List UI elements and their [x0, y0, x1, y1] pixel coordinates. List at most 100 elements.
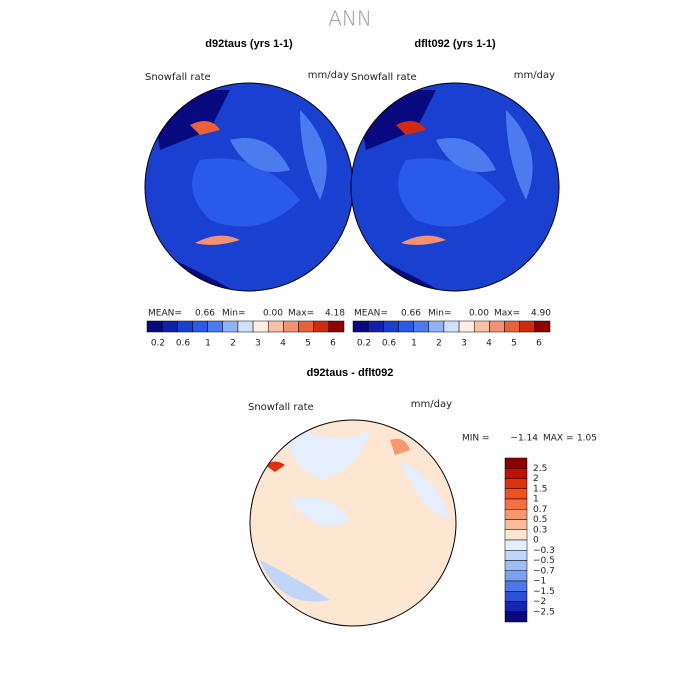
colorbar-box	[504, 488, 528, 500]
stat: 4.90	[531, 309, 551, 319]
colorbar-label: 2	[230, 339, 236, 349]
colorbar-box	[504, 320, 520, 333]
panel-header: d92taus (yrs 1-1)	[205, 38, 293, 50]
units-label: mm/day	[411, 399, 452, 410]
colorbar-box	[504, 539, 528, 551]
colorbar-box	[504, 498, 528, 510]
colorbar-box	[428, 320, 445, 333]
colorbar-label: 0.6	[382, 339, 397, 349]
colorbar-label: 6	[330, 339, 336, 349]
colorbar-label: −1	[533, 577, 546, 587]
colorbar-label: 1	[205, 339, 211, 349]
colorbar-label: 4	[280, 339, 286, 349]
stat: 0.00	[469, 309, 489, 319]
stat: 0.00	[263, 309, 283, 319]
colorbar-box	[161, 320, 178, 333]
stat: 1.05	[577, 434, 597, 444]
colorbar-label: −0.5	[533, 556, 555, 566]
variable-label: Snowfall rate	[145, 72, 211, 83]
colorbar-box	[237, 320, 254, 333]
map-left	[145, 83, 353, 291]
colorbar-label: 2	[533, 474, 539, 484]
colorbar-box	[177, 320, 193, 333]
colorbar-box	[504, 509, 528, 520]
colorbar-box	[222, 320, 239, 333]
stat: MAX =	[543, 434, 574, 444]
colorbar-box	[283, 320, 299, 333]
colorbar-label: −0.3	[533, 546, 555, 556]
colorbar-label: −2	[533, 597, 546, 607]
colorbar-box	[504, 611, 528, 623]
colorbar-box	[146, 320, 163, 333]
colorbar-label: 2.5	[533, 464, 547, 474]
stat: Max=	[494, 309, 520, 319]
colorbar-box	[207, 320, 224, 333]
colorbar-label: −2.5	[533, 607, 555, 617]
panel-header: dflt092 (yrs 1-1)	[414, 38, 496, 50]
colorbar-label: 5	[511, 339, 517, 349]
colorbar-box	[519, 320, 536, 333]
colorbar-label: 0.3	[533, 525, 547, 535]
stat: Min=	[428, 309, 452, 319]
colorbar-box	[383, 320, 399, 333]
variable-label: Snowfall rate	[351, 72, 417, 83]
figure-title: ANN	[328, 7, 372, 31]
colorbar-box	[489, 320, 505, 333]
stat: MIN =	[462, 434, 490, 444]
colorbar-box	[352, 320, 369, 333]
colorbar-label: 3	[461, 339, 467, 349]
units-label: mm/day	[514, 70, 555, 81]
stat: MEAN=	[354, 309, 388, 319]
colorbar-box	[504, 550, 528, 561]
stat: 0.66	[195, 309, 215, 319]
colorbar-box	[504, 580, 528, 592]
colorbar-box	[367, 320, 384, 333]
colorbar-label: 1	[411, 339, 417, 349]
colorbar-box	[504, 478, 528, 489]
colorbar-label: 6	[536, 339, 542, 349]
colorbar-label: −0.7	[533, 566, 555, 576]
colorbar-label: 0	[533, 536, 539, 546]
colorbar-label: 1	[533, 495, 539, 505]
units-label: mm/day	[308, 70, 349, 81]
colorbar-box	[192, 320, 208, 333]
stat: −1.14	[510, 434, 538, 444]
colorbar-box	[504, 457, 528, 469]
colorbar-box	[267, 320, 284, 333]
colorbar-label: 0.5	[533, 515, 547, 525]
colorbar-label: 1.5	[533, 484, 547, 494]
colorbar-label: 5	[305, 339, 311, 349]
stat: 4.18	[325, 309, 345, 319]
colorbar-box	[504, 591, 528, 602]
colorbar-box	[504, 529, 528, 541]
colorbar-box	[398, 320, 414, 333]
variable-label: Snowfall rate	[248, 402, 314, 413]
colorbar-box	[252, 320, 269, 333]
colorbar-box	[504, 570, 528, 582]
colorbar-box	[298, 320, 314, 333]
colorbar-label: 0.2	[357, 339, 371, 349]
colorbar-label: 4	[486, 339, 492, 349]
map-border	[249, 419, 457, 627]
colorbar-label: 3	[255, 339, 261, 349]
stat: Min=	[222, 309, 246, 319]
colorbar-box	[313, 320, 330, 333]
colorbar-label: −1.5	[533, 587, 555, 597]
colorbar-box	[413, 320, 430, 333]
colorbar-box	[504, 519, 528, 530]
colorbar-box	[534, 320, 551, 333]
stat: MEAN=	[148, 309, 182, 319]
stat: Max=	[288, 309, 314, 319]
colorbar-box	[443, 320, 460, 333]
stat: 0.66	[401, 309, 421, 319]
colorbar-box	[458, 320, 475, 333]
colorbar-label: 2	[436, 339, 442, 349]
map-right	[351, 83, 559, 291]
colorbar-box	[504, 601, 528, 612]
colorbar-box	[504, 468, 528, 479]
colorbar-box	[504, 560, 528, 571]
colorbar-label: 0.2	[151, 339, 165, 349]
map-difference	[250, 420, 456, 626]
colorbar-label: 0.7	[533, 505, 547, 515]
